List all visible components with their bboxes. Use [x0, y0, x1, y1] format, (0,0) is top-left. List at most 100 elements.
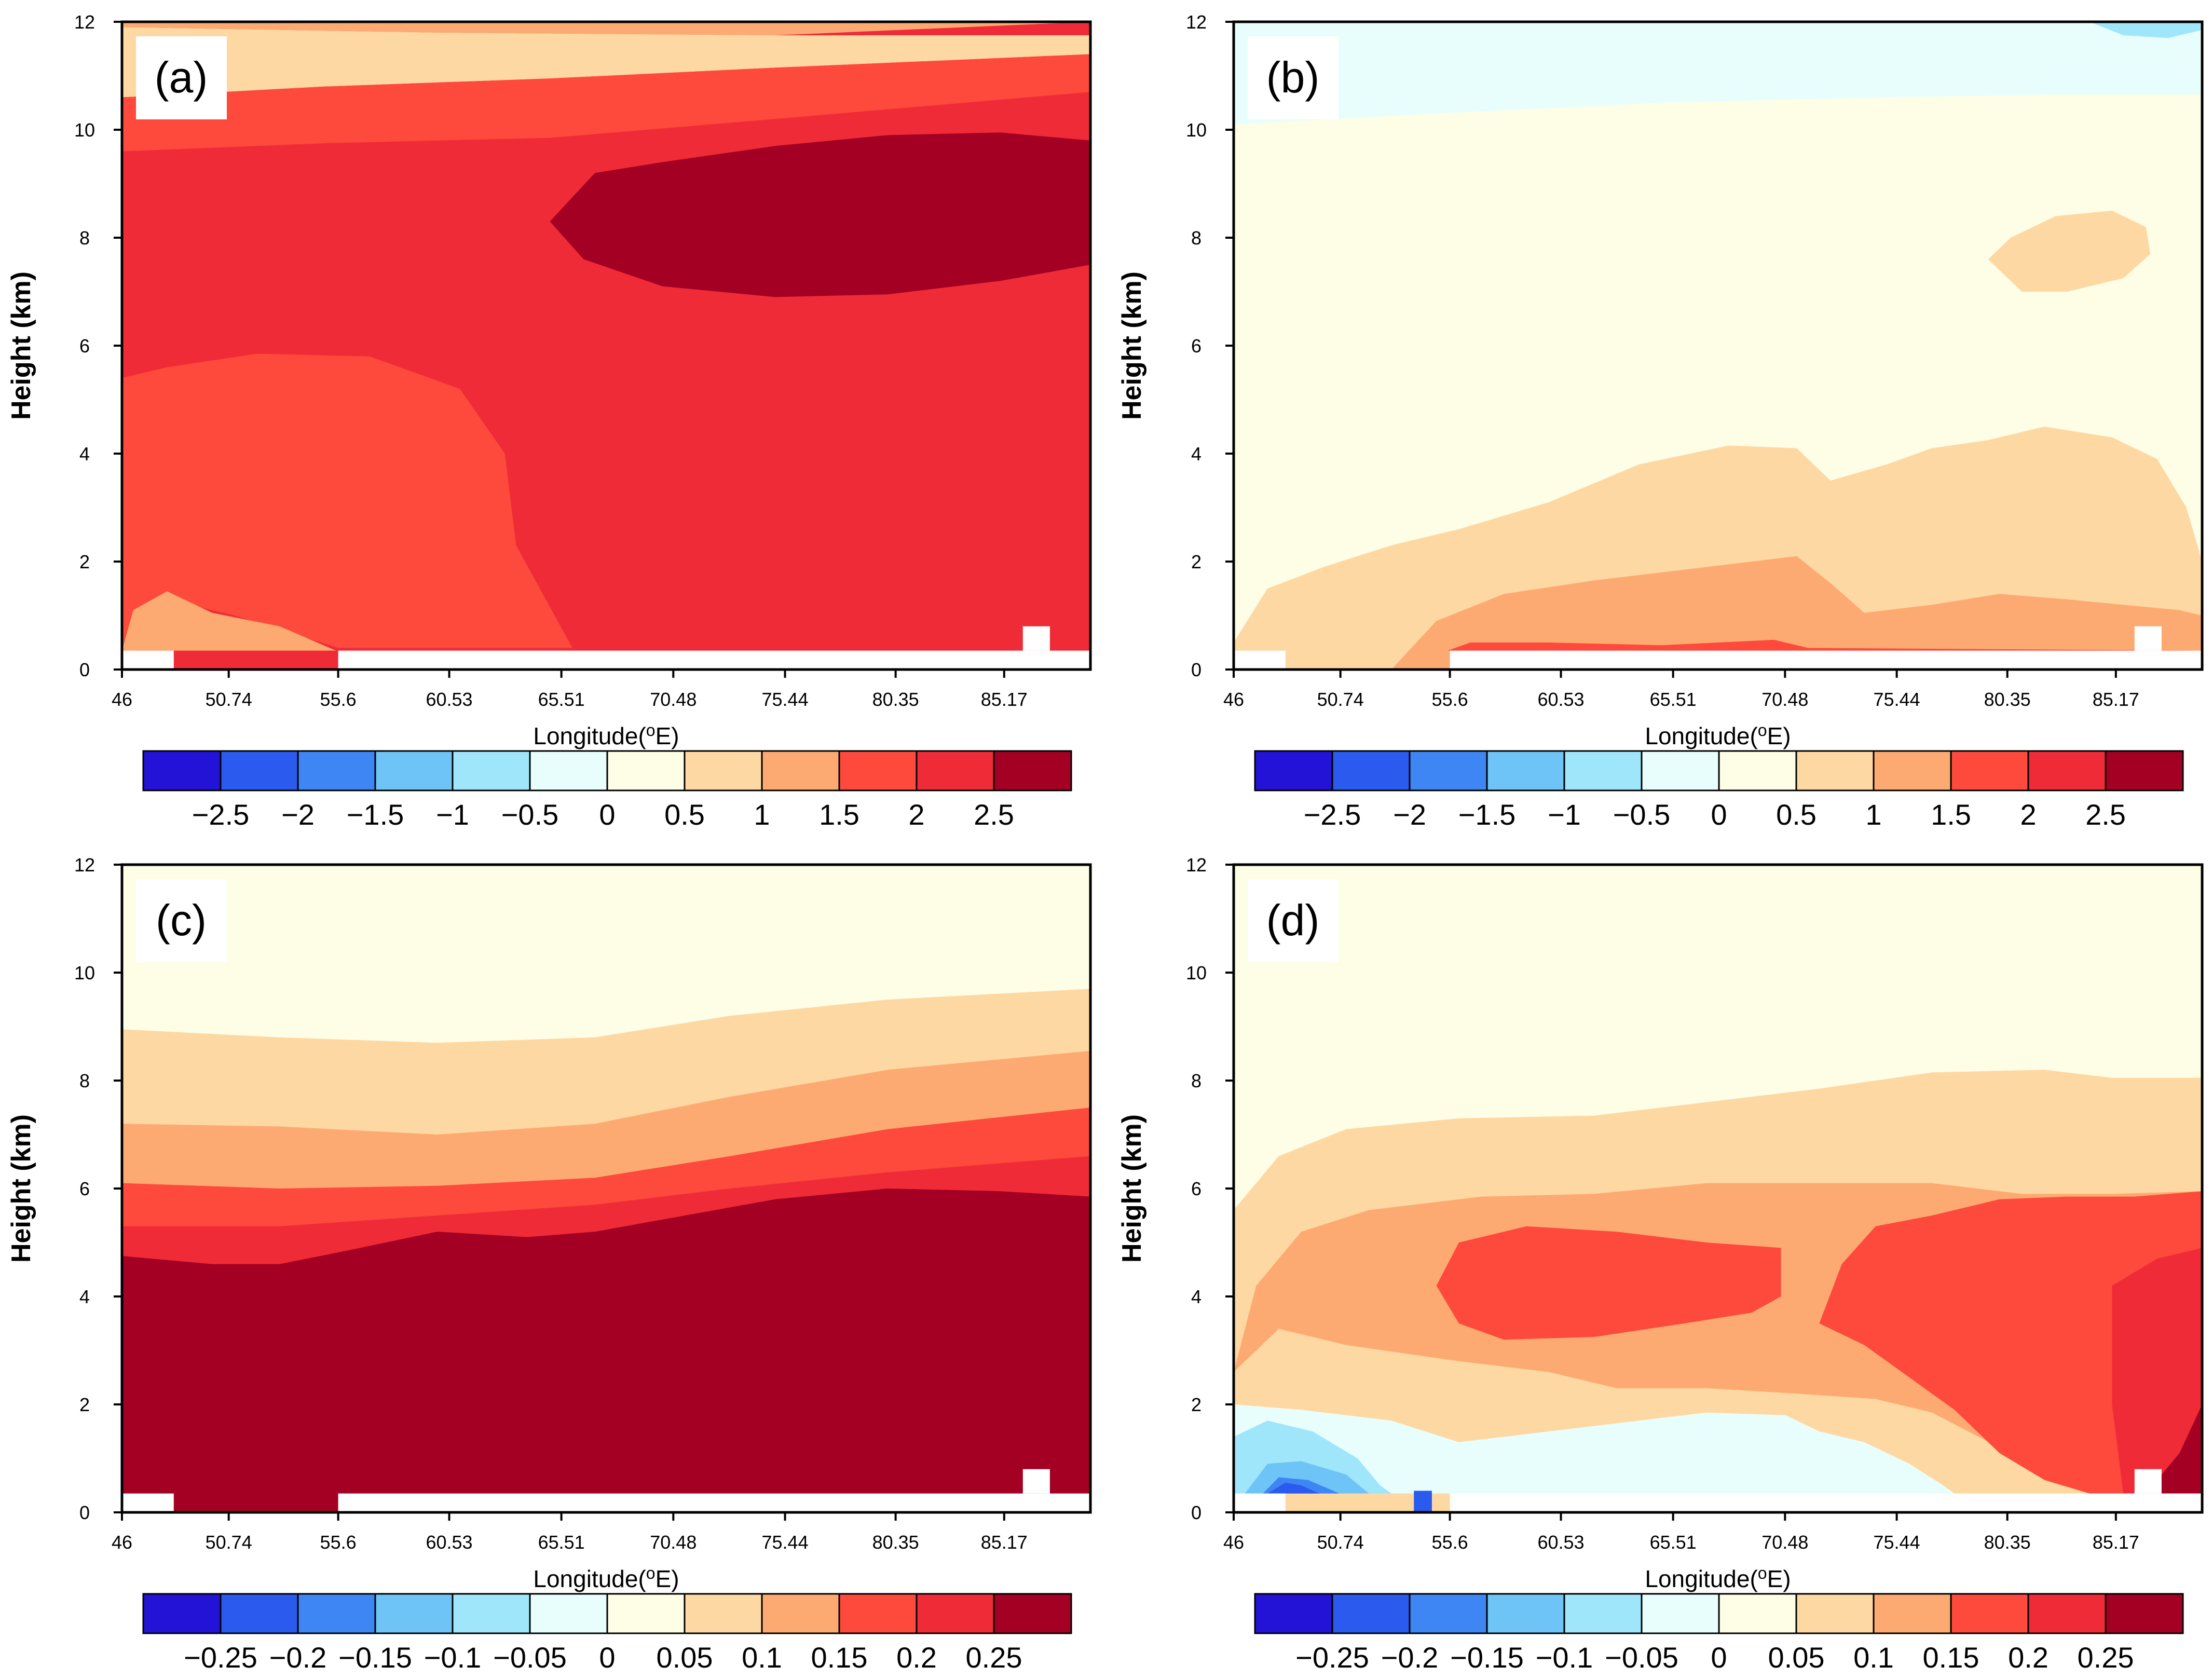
panel-c-y-axis-label: Height (km)	[6, 1114, 36, 1263]
panel-b-label: (b)	[1266, 53, 1320, 102]
panel-b-x-tick-label-5: 70.48	[1762, 689, 1808, 710]
colorbar-0-swatch-3	[374, 750, 454, 791]
panel-c-x-tick-label-8: 85.17	[981, 1532, 1028, 1553]
panel-c-terrain-mask-0	[122, 1493, 174, 1512]
panel-b-contour-region-3	[1988, 211, 2151, 292]
colorbar-2-swatch-7	[684, 1593, 763, 1634]
colorbar-0-swatch-5	[529, 750, 608, 791]
colorbar-1-swatch-9	[1950, 750, 2029, 791]
colorbar-1-swatch-5	[1641, 750, 1720, 791]
colorbar-2-label-2: −0.15	[338, 1641, 412, 1674]
panel-a-terrain-mask-0	[122, 650, 174, 670]
colorbar-1-swatch-6	[1718, 750, 1797, 791]
colorbar-1-label-9: 2	[2020, 798, 2036, 831]
panel-d-x-tick-label-0: 46	[1223, 1532, 1244, 1553]
colorbar-0-label-8: 1.5	[819, 798, 859, 831]
panel-a-x-tick-label-4: 65.51	[538, 689, 585, 710]
panel-c-contour-region-5	[122, 1189, 1090, 1512]
colorbar-0-swatch-10	[916, 750, 995, 791]
panel-c-contours	[122, 865, 1090, 1512]
panel-a-y-tick-label-6: 12	[74, 11, 95, 33]
colorbar-1-label-3: −1	[1548, 798, 1581, 831]
colorbar-3-swatch-6	[1718, 1593, 1797, 1634]
colorbar-2-label-9: 0.2	[896, 1641, 937, 1674]
colorbar-top-right: −2.5 −2 −1.5 −1 −0.5 0 0.5 1 1.5 2 2.5	[1254, 750, 2184, 831]
panel-d-x-tick-label-6: 75.44	[1874, 1532, 1920, 1553]
panel-c-y-tick-label-5: 10	[74, 962, 95, 984]
panel-a-x-tick-label-5: 70.48	[650, 689, 697, 710]
colorbar-2-label-10: 0.25	[966, 1641, 1022, 1674]
panel-d-y-tick-label-3: 6	[1191, 1178, 1201, 1199]
panel-c-x-tick-label-4: 65.51	[538, 1532, 585, 1553]
colorbar-2-swatch-5	[529, 1593, 608, 1634]
colorbar-3-swatch-5	[1641, 1593, 1720, 1634]
panel-d-contour-region-7	[1234, 1404, 1955, 1494]
colorbar-0-swatch-8	[761, 750, 840, 791]
panel-b-x-tick-label-8: 85.17	[2093, 689, 2139, 710]
panel-a-contour-region-6	[122, 591, 336, 651]
panel-d-label-box	[1248, 879, 1339, 962]
panel-c-x-ticks: 46 50.74 55.6 60.53 65.51 70.48 75.44 80.35 85.1…	[112, 1512, 1028, 1553]
panel-c-y-tick-label-6: 12	[74, 854, 95, 876]
colorbar-2-swatch-9	[838, 1593, 918, 1634]
panel-a-x-tick-label-2: 55.6	[320, 689, 357, 710]
colorbar-3-swatch-8	[1873, 1593, 1952, 1634]
panel-a-x-tick-label-3: 60.53	[426, 689, 472, 710]
panel-b-y-ticks: 0 2 4 6 8 10 12	[1186, 11, 1234, 680]
panel-c-terrain-mask-1	[338, 1493, 1090, 1512]
panel-c-label: (c)	[156, 896, 207, 945]
panel-b-x-tick-label-1: 50.74	[1317, 689, 1364, 710]
colorbar-0-label-7: 1	[754, 798, 770, 831]
colorbar-1-swatch-8	[1873, 750, 1952, 791]
colorbar-3-label-1: −0.2	[1381, 1641, 1439, 1674]
panel-a-x-axis-label: Longitude(oE)	[533, 721, 679, 749]
panel-d-y-tick-label-5: 10	[1186, 962, 1207, 984]
panel-a-x-tick-label-0: 46	[112, 689, 132, 710]
panel-c-x-tick-label-7: 80.35	[872, 1532, 919, 1553]
panel-b-terrain-mask-1	[1450, 650, 2202, 670]
panel-d-contour-region-4	[1819, 1191, 2202, 1494]
colorbar-0-label-6: 0.5	[664, 798, 705, 831]
colorbar-0-swatch-2	[297, 750, 376, 791]
panel-d-terrain-mask-1	[1450, 1493, 2202, 1512]
colorbar-2-swatch-0	[142, 1593, 222, 1634]
panel-d-y-tick-label-0: 0	[1191, 1502, 1201, 1523]
panel-a-y-axis-label: Height (km)	[6, 271, 36, 420]
colorbar-0-swatch-9	[838, 750, 918, 791]
panel-b-x-axis-label: Longitude(oE)	[1645, 721, 1791, 749]
colorbar-1-label-5: 0	[1711, 798, 1727, 831]
panel-a-x-tick-label-7: 80.35	[872, 689, 919, 710]
panel-d-y-tick-label-6: 12	[1186, 854, 1207, 876]
colorbar-2-swatch-8	[761, 1593, 840, 1634]
panel-a-contour-region-3	[122, 54, 1090, 152]
colorbar-3-label-8: 0.15	[1923, 1641, 1979, 1674]
colorbar-3-label-5: 0	[1711, 1641, 1727, 1674]
colorbar-2-label-4: −0.05	[493, 1641, 567, 1674]
panel-c-y-tick-label-3: 6	[79, 1178, 90, 1199]
colorbar-0-label-10: 2.5	[974, 798, 1014, 831]
colorbar-2-swatch-11	[993, 1593, 1072, 1634]
colorbar-0-swatch-0	[142, 750, 222, 791]
colorbar-0-label-5: 0	[599, 798, 615, 831]
panel-a-y-tick-label-5: 10	[74, 119, 95, 141]
panel-c-x-tick-label-0: 46	[112, 1532, 132, 1553]
colorbar-0-label-3: −1	[436, 798, 469, 831]
panel-d-x-tick-label-4: 65.51	[1650, 1532, 1697, 1553]
panel-a-y-tick-label-4: 8	[79, 227, 90, 249]
colorbar-1-label-8: 1.5	[1931, 798, 1971, 831]
colorbar-2-label-7: 0.1	[742, 1641, 782, 1674]
colorbar-3-swatch-4	[1563, 1593, 1643, 1634]
panel-a: 46 50.74 55.6 60.53 65.51 70.48 75.44 80.35 85.1…	[6, 11, 1092, 749]
panel-b-contour-region-1	[1234, 22, 2202, 125]
panel-a-contour-region-2	[122, 27, 1090, 98]
colorbar-3-label-0: −0.25	[1295, 1641, 1369, 1674]
panel-d-x-tick-label-3: 60.53	[1537, 1532, 1584, 1553]
colorbar-1-swatch-2	[1409, 750, 1488, 791]
panel-b-y-axis-label: Height (km)	[1117, 271, 1147, 420]
panel-d: 46 50.74 55.6 60.53 65.51 70.48 75.44 80.35 85.1…	[1117, 854, 2204, 1592]
colorbar-1-label-10: 2.5	[2085, 798, 2126, 831]
panel-c-x-tick-label-5: 70.48	[650, 1532, 697, 1553]
colorbar-2-label-0: −0.25	[184, 1641, 257, 1674]
colorbar-0-label-0: −2.5	[192, 798, 250, 831]
panel-b-y-tick-label-6: 12	[1186, 11, 1207, 33]
